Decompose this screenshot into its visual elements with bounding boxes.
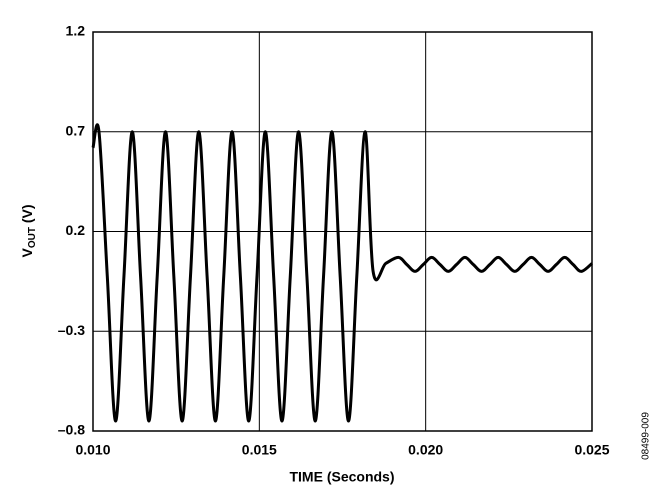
y-axis-title-main: V — [19, 248, 35, 258]
y-axis-title-sub: OUT — [27, 227, 38, 248]
y-tick-label: 0.2 — [66, 222, 86, 238]
x-axis-title: TIME (Seconds) — [289, 469, 394, 485]
x-tick-label: 0.020 — [408, 442, 443, 458]
data-line — [91, 123, 593, 423]
figure-id: 08499-009 — [641, 412, 652, 460]
y-tick-label: –0.8 — [58, 422, 85, 438]
y-tick-label: 0.7 — [66, 122, 86, 138]
x-tick-label: 0.010 — [75, 442, 110, 458]
y-tick-label: –0.3 — [58, 322, 85, 338]
plot-frame — [92, 31, 593, 432]
y-tick-label: 1.2 — [66, 23, 86, 39]
y-axis-title-unit: (V) — [19, 204, 35, 227]
x-tick-label: 0.025 — [574, 442, 609, 458]
y-axis-title: VOUT (V) — [19, 204, 38, 257]
x-tick-label: 0.015 — [242, 442, 277, 458]
